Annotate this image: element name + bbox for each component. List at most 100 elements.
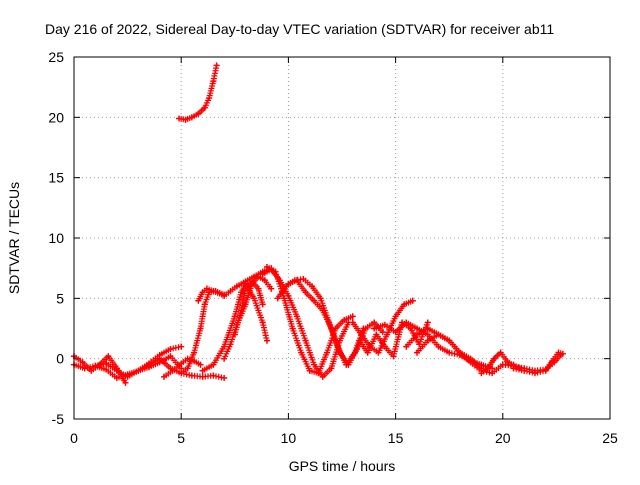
data-point <box>381 321 388 328</box>
data-point <box>311 297 318 304</box>
data-point <box>216 290 223 297</box>
data-point <box>201 104 208 111</box>
data-point <box>178 360 185 367</box>
data-point <box>221 374 228 381</box>
data-point <box>311 361 318 368</box>
data-point <box>195 297 202 304</box>
data-point <box>317 295 324 302</box>
data-point <box>221 355 228 362</box>
data-point <box>281 295 288 302</box>
data-point <box>221 343 228 350</box>
data-point <box>336 349 343 356</box>
series-track-e <box>161 355 204 380</box>
data-point <box>341 317 348 324</box>
y-tick-label: -5 <box>52 411 65 427</box>
data-point <box>319 307 326 314</box>
x-axis-label: GPS time / hours <box>289 458 396 474</box>
data-point <box>373 331 380 338</box>
data-point <box>135 367 142 374</box>
data-point <box>259 319 266 326</box>
data-point <box>201 301 208 308</box>
data-point <box>285 292 292 299</box>
series-track-i <box>199 280 270 374</box>
data-point <box>302 337 309 344</box>
data-point <box>231 331 238 338</box>
data-point <box>416 341 423 348</box>
data-point <box>308 283 315 290</box>
data-point <box>199 373 206 380</box>
y-tick-label: 25 <box>48 49 64 65</box>
data-point <box>531 370 538 377</box>
data-point <box>403 343 410 350</box>
data-point <box>306 367 313 374</box>
data-point <box>356 337 363 344</box>
data-point <box>300 276 307 283</box>
data-point <box>375 349 382 356</box>
data-point <box>358 331 365 338</box>
y-axis-label: SDTVAR / TECUs <box>6 182 22 294</box>
data-point <box>390 353 397 360</box>
data-point <box>319 373 326 380</box>
chart-title: Day 216 of 2022, Sidereal Day-to-day VTE… <box>45 21 554 37</box>
x-tick-label: 20 <box>495 430 511 446</box>
data-point <box>122 379 129 386</box>
data-point <box>328 365 335 372</box>
data-point <box>467 359 474 366</box>
series-track-k <box>231 278 266 338</box>
grid-lines <box>74 57 610 419</box>
data-point <box>298 349 305 356</box>
data-point <box>293 277 300 284</box>
x-tick-label: 25 <box>602 430 618 446</box>
data-point <box>255 273 262 280</box>
data-point <box>559 350 566 357</box>
data-point <box>403 319 410 326</box>
data-point <box>184 365 191 372</box>
data-point <box>274 295 281 302</box>
data-point <box>188 372 195 379</box>
data-point <box>478 370 485 377</box>
data-point <box>105 353 112 360</box>
data-point <box>195 110 202 117</box>
data-point <box>167 346 174 353</box>
x-tick-label: 10 <box>281 430 297 446</box>
data-point <box>199 289 206 296</box>
data-point <box>349 313 356 320</box>
data-point <box>521 367 528 374</box>
data-point <box>289 325 296 332</box>
data-point <box>197 325 204 332</box>
data-point <box>199 367 206 374</box>
data-points <box>71 62 566 386</box>
data-point <box>248 278 255 285</box>
data-point <box>446 349 453 356</box>
data-point <box>88 367 95 374</box>
data-point <box>167 353 174 360</box>
data-point <box>499 361 506 368</box>
data-point <box>103 366 110 373</box>
data-point <box>182 116 189 123</box>
data-point <box>92 362 99 369</box>
data-point <box>302 289 309 296</box>
series-track-j <box>221 273 275 362</box>
data-point <box>424 319 431 326</box>
data-point <box>549 358 556 365</box>
data-point <box>255 285 262 292</box>
x-tick-label: 15 <box>388 430 404 446</box>
data-point <box>210 372 217 379</box>
series-track-o <box>285 277 386 368</box>
data-point <box>424 337 431 344</box>
data-point <box>261 277 268 284</box>
data-point <box>555 349 562 356</box>
data-point <box>210 78 217 85</box>
data-point <box>409 297 416 304</box>
data-point <box>349 319 356 326</box>
data-point <box>414 349 421 356</box>
data-point <box>178 343 185 350</box>
data-point <box>242 285 249 292</box>
data-point <box>161 373 168 380</box>
series-track-p <box>349 297 416 356</box>
data-point <box>293 313 300 320</box>
series-track-w <box>510 349 566 377</box>
series-track-f <box>176 62 220 123</box>
data-point <box>227 341 234 348</box>
